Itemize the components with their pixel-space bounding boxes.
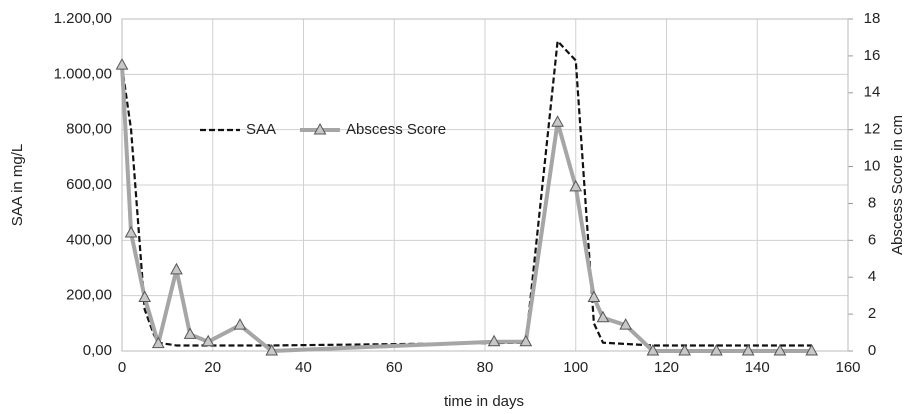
x-tick-label: 80 xyxy=(477,359,494,376)
y2-tick-label: 10 xyxy=(864,158,881,175)
y2-tick-label: 16 xyxy=(864,47,881,64)
y2-tick-label: 12 xyxy=(864,121,881,138)
y-axis-label: SAA in mg/L xyxy=(9,144,26,227)
y-tick-label: 0,00 xyxy=(83,342,112,359)
y-tick-label: 800,00 xyxy=(66,121,112,138)
x-tick-label: 20 xyxy=(204,359,221,376)
y-tick-label: 400,00 xyxy=(66,231,112,248)
marker xyxy=(773,343,787,356)
marker xyxy=(596,310,610,323)
y2-tick-label: 6 xyxy=(868,231,876,248)
y-tick-label: 200,00 xyxy=(66,287,112,304)
x-tick-label: 0 xyxy=(118,359,126,376)
x-axis-label: time in days xyxy=(444,393,524,410)
marker xyxy=(151,336,165,349)
marker xyxy=(519,334,533,347)
legend-marker xyxy=(313,122,327,135)
y2-tick-label: 18 xyxy=(864,10,881,27)
marker xyxy=(646,343,660,356)
y2-tick-label: 2 xyxy=(868,305,876,322)
marker xyxy=(805,343,819,356)
marker xyxy=(138,290,152,303)
marker xyxy=(183,327,197,339)
marker xyxy=(233,318,247,330)
marker xyxy=(201,334,215,347)
marker xyxy=(551,115,564,127)
y2-tick-label: 0 xyxy=(868,342,876,359)
y2-tick-label: 8 xyxy=(868,194,876,211)
y2-axis-label: Abscess Score in cm xyxy=(889,115,906,255)
x-tick-label: 100 xyxy=(563,359,588,376)
x-tick-label: 140 xyxy=(745,359,770,376)
legend-label: SAA xyxy=(246,121,276,138)
marker xyxy=(587,290,601,303)
y-tick-label: 600,00 xyxy=(66,176,112,193)
y-tick-label: 1.200,00 xyxy=(54,10,112,27)
marker xyxy=(487,334,501,347)
plot-border xyxy=(121,18,849,352)
x-tick-label: 120 xyxy=(654,359,679,376)
marker xyxy=(710,343,723,356)
series-line xyxy=(120,65,812,353)
y2-tick-label: 4 xyxy=(868,268,876,285)
marker xyxy=(678,343,691,356)
marker xyxy=(265,343,279,356)
marker xyxy=(619,318,633,330)
y2-tick-label: 14 xyxy=(864,84,881,101)
x-tick-label: 40 xyxy=(295,359,312,376)
legend-label: Abscess Score xyxy=(346,121,446,138)
marker xyxy=(115,58,129,70)
y-tick-label: 1.000,00 xyxy=(54,65,112,82)
marker xyxy=(170,262,183,275)
marker xyxy=(741,343,755,356)
marker xyxy=(124,225,138,238)
x-tick-label: 60 xyxy=(386,359,403,376)
series-line xyxy=(120,40,812,347)
x-tick-label: 160 xyxy=(835,359,860,376)
marker xyxy=(569,179,583,192)
